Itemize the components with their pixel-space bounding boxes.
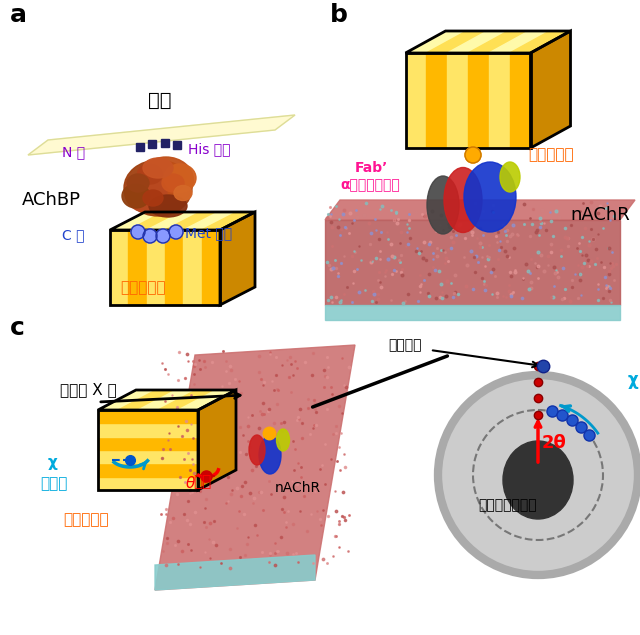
Polygon shape <box>178 390 236 410</box>
Text: ビームストップ: ビームストップ <box>479 498 538 512</box>
Polygon shape <box>468 53 489 148</box>
Polygon shape <box>509 53 531 148</box>
Polygon shape <box>155 555 315 590</box>
Polygon shape <box>202 230 220 305</box>
Circle shape <box>438 375 638 575</box>
Polygon shape <box>406 31 467 53</box>
Text: 基板: 基板 <box>148 91 172 109</box>
Polygon shape <box>426 31 487 53</box>
Polygon shape <box>183 230 202 305</box>
Ellipse shape <box>125 174 167 212</box>
Polygon shape <box>183 212 237 230</box>
Ellipse shape <box>138 157 193 203</box>
Polygon shape <box>98 410 198 424</box>
Polygon shape <box>509 31 570 53</box>
Ellipse shape <box>500 162 520 192</box>
Polygon shape <box>147 212 200 230</box>
Polygon shape <box>98 464 198 477</box>
Ellipse shape <box>174 185 192 201</box>
Polygon shape <box>447 53 468 148</box>
Ellipse shape <box>162 174 184 192</box>
Polygon shape <box>98 390 156 410</box>
Polygon shape <box>406 53 426 148</box>
Text: nAChR: nAChR <box>570 206 630 224</box>
Polygon shape <box>118 390 176 410</box>
Ellipse shape <box>143 158 173 178</box>
Text: a: a <box>10 3 27 27</box>
Text: 回折斑点: 回折斑点 <box>388 338 422 352</box>
Text: His タグ: His タグ <box>188 142 230 156</box>
Text: AChBP: AChBP <box>22 191 81 209</box>
Text: 金ナノ結晶: 金ナノ結晶 <box>120 281 166 295</box>
Polygon shape <box>138 390 196 410</box>
Polygon shape <box>531 31 570 148</box>
Text: Fab’: Fab’ <box>355 161 388 175</box>
Text: 金ナノ結晶: 金ナノ結晶 <box>63 512 109 528</box>
Text: 金ナノ結晶: 金ナノ結晶 <box>528 147 573 163</box>
Polygon shape <box>202 212 255 230</box>
Text: χ: χ <box>628 371 639 389</box>
Ellipse shape <box>127 174 149 192</box>
Text: χ: χ <box>48 455 58 469</box>
Polygon shape <box>325 220 620 305</box>
Circle shape <box>169 225 183 239</box>
Polygon shape <box>98 450 198 464</box>
Ellipse shape <box>464 162 516 232</box>
Polygon shape <box>468 31 529 53</box>
Text: 2θ: 2θ <box>542 434 567 452</box>
Text: C 端: C 端 <box>62 228 84 242</box>
Circle shape <box>465 147 481 163</box>
Polygon shape <box>447 31 508 53</box>
Text: αサブユニット: αサブユニット <box>340 178 400 192</box>
Polygon shape <box>165 212 218 230</box>
Text: nAChR: nAChR <box>275 481 321 495</box>
Polygon shape <box>158 390 216 410</box>
Polygon shape <box>110 212 163 230</box>
Polygon shape <box>98 437 198 450</box>
Polygon shape <box>129 230 147 305</box>
Ellipse shape <box>444 168 482 232</box>
Polygon shape <box>325 200 635 220</box>
Ellipse shape <box>249 435 265 465</box>
Polygon shape <box>198 390 236 490</box>
Circle shape <box>156 229 170 243</box>
Text: N 端: N 端 <box>62 145 85 159</box>
Polygon shape <box>110 230 129 305</box>
Ellipse shape <box>124 160 192 216</box>
Text: ねじれ: ねじれ <box>40 476 67 491</box>
Ellipse shape <box>149 195 187 217</box>
Polygon shape <box>28 115 295 155</box>
Polygon shape <box>98 477 198 490</box>
Polygon shape <box>325 305 620 320</box>
Text: 放射光 X 線: 放射光 X 線 <box>60 382 116 398</box>
Circle shape <box>143 229 157 243</box>
Ellipse shape <box>276 429 289 451</box>
Text: c: c <box>10 316 25 340</box>
Ellipse shape <box>138 164 163 184</box>
Ellipse shape <box>427 176 459 234</box>
Text: 傾斜: 傾斜 <box>193 474 211 490</box>
Polygon shape <box>155 345 355 590</box>
Ellipse shape <box>122 184 150 208</box>
Text: Met タグ: Met タグ <box>185 226 232 240</box>
Polygon shape <box>426 53 447 148</box>
Polygon shape <box>147 230 165 305</box>
Text: b: b <box>330 3 348 27</box>
Circle shape <box>131 225 145 239</box>
Ellipse shape <box>259 436 281 474</box>
Ellipse shape <box>143 190 163 206</box>
Ellipse shape <box>164 164 196 192</box>
Polygon shape <box>98 424 198 437</box>
Ellipse shape <box>503 441 573 519</box>
Text: θ: θ <box>186 476 195 491</box>
Polygon shape <box>489 53 509 148</box>
Polygon shape <box>165 230 183 305</box>
Polygon shape <box>129 212 182 230</box>
Polygon shape <box>220 212 255 305</box>
Polygon shape <box>489 31 550 53</box>
